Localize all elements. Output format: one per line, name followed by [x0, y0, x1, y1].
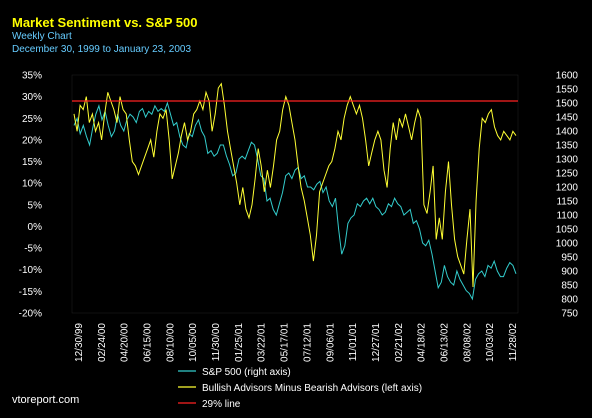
left-tick-label: 20%: [22, 135, 42, 146]
x-tick-label: 03/22/01: [257, 323, 268, 362]
x-tick-label: 09/06/01: [325, 323, 336, 362]
left-tick-label: 5%: [28, 200, 43, 211]
right-tick-label: 1200: [556, 183, 579, 194]
x-tick-label: 10/05/00: [188, 323, 199, 362]
right-tick-label: 1550: [556, 85, 579, 96]
series-lines: [72, 82, 518, 301]
right-tick-label: 1250: [556, 169, 579, 180]
left-tick-label: 35%: [22, 71, 42, 82]
x-tick-label: 08/08/02: [462, 323, 473, 362]
legend: S&P 500 (right axis) Bullish Advisors Min…: [178, 367, 422, 410]
right-tick-label: 750: [561, 309, 578, 320]
right-tick-label: 1100: [556, 211, 578, 222]
legend-label: Bullish Advisors Minus Bearish Advisors …: [202, 383, 422, 394]
chart-subtitle: Weekly Chart: [12, 31, 72, 42]
sentiment-line: [73, 82, 517, 288]
right-tick-label: 850: [561, 281, 578, 292]
left-tick-label: 10%: [22, 179, 42, 190]
plot-frame: [71, 74, 519, 314]
right-tick-label: 1150: [556, 197, 578, 208]
x-tick-label: 11/01/01: [348, 323, 359, 362]
plot-area: [71, 74, 519, 314]
x-tick-label: 05/17/01: [280, 323, 291, 362]
left-tick-label: 15%: [22, 157, 42, 168]
right-tick-label: 1600: [556, 71, 579, 82]
legend-label: 29% line: [202, 399, 241, 410]
left-tick-label: -10%: [19, 265, 42, 276]
x-tick-label: 07/12/01: [302, 323, 313, 362]
x-tick-label: 10/03/02: [485, 323, 496, 362]
x-tick-label: 11/30/00: [211, 323, 222, 362]
left-tick-label: 30%: [22, 92, 42, 103]
left-tick-label: 0%: [28, 222, 43, 233]
credit-link[interactable]: vtoreport.com: [12, 394, 80, 406]
right-tick-label: 1300: [556, 155, 579, 166]
right-tick-label: 1050: [556, 225, 579, 236]
x-tick-label: 08/10/00: [165, 323, 176, 362]
x-tick-label: 01/25/01: [234, 323, 245, 362]
right-axis-ticks: 1600 1550 1500 1450 1400 1350 1300 1250 1200 1150…: [556, 71, 579, 320]
chart-date-range: December 30, 1999 to January 23, 2003: [12, 44, 192, 55]
legend-label: S&P 500 (right axis): [202, 367, 291, 378]
x-tick-label: 06/15/00: [143, 323, 154, 362]
left-tick-label: -20%: [19, 309, 42, 320]
left-tick-label: -15%: [19, 287, 42, 298]
right-tick-label: 900: [561, 267, 578, 278]
x-tick-label: 04/20/00: [120, 323, 131, 362]
chart-title: Market Sentiment vs. S&P 500: [12, 15, 198, 30]
sp500-line: [73, 101, 517, 301]
x-tick-label: 11/28/02: [508, 323, 519, 362]
left-tick-label: 25%: [22, 114, 42, 125]
x-tick-label: 12/27/01: [371, 323, 382, 362]
right-tick-label: 950: [561, 253, 578, 264]
right-tick-label: 1400: [556, 127, 579, 138]
x-tick-label: 04/18/02: [417, 323, 428, 362]
right-tick-label: 1500: [556, 99, 579, 110]
left-axis-ticks: 35% 30% 25% 20% 15% 10% 5% 0% -5% -10% -15% -20%: [19, 71, 42, 320]
right-tick-label: 800: [561, 295, 578, 306]
right-tick-label: 1000: [556, 239, 579, 250]
right-tick-label: 1350: [556, 141, 579, 152]
x-tick-label: 02/24/00: [97, 323, 108, 362]
x-tick-label: 06/13/02: [439, 323, 450, 362]
x-tick-label: 02/21/02: [394, 323, 405, 362]
right-tick-label: 1450: [556, 113, 579, 124]
x-axis-ticks: 12/30/99 02/24/00 04/20/00 06/15/00 08/10/00…: [74, 323, 519, 362]
left-tick-label: -5%: [24, 244, 42, 255]
x-tick-label: 12/30/99: [74, 323, 85, 362]
